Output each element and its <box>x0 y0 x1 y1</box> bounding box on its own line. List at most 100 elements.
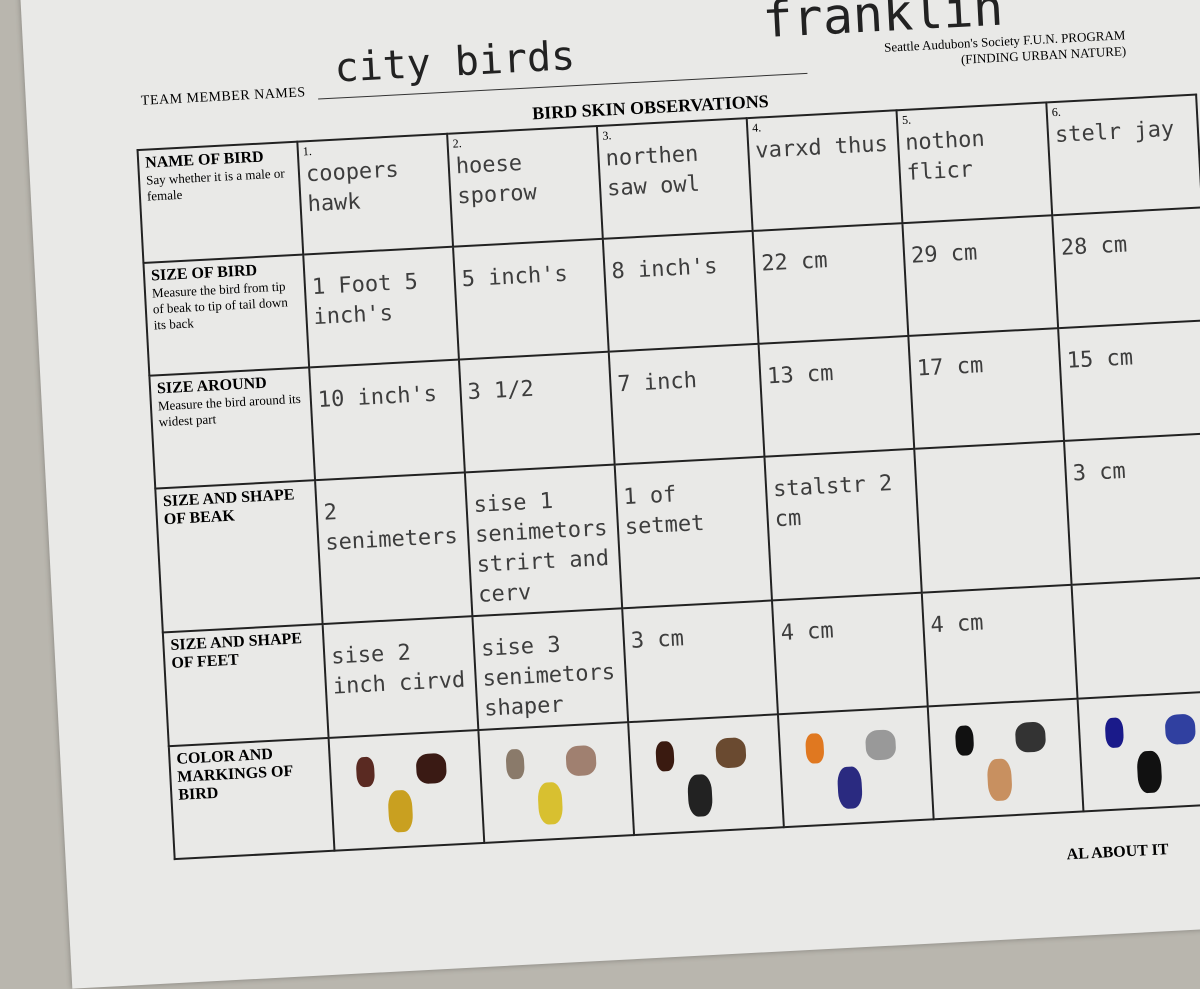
team-names: city birds <box>333 33 577 92</box>
table-cell: sise 1 senimetors strirt and cerv <box>464 464 623 617</box>
handwritten-entry: sise 3 senimetors shaper <box>480 632 616 722</box>
table-cell: 7 inch <box>608 343 765 465</box>
table-cell: 5 inch's <box>453 238 609 360</box>
handwritten-entry: 15 cm <box>1066 345 1134 374</box>
row-label: SIZE AND SHAPE OF FEET <box>162 624 329 747</box>
row-note: Measure the bird from tip of beak to tip… <box>151 278 289 333</box>
column-number: 2. <box>452 136 462 151</box>
page: {"header": {"team_label": "TEAM MEMBER N… <box>20 0 1200 989</box>
column-number: 5. <box>901 112 912 128</box>
table-cell <box>1077 690 1200 812</box>
row-label: SIZE OF BIRD Measure the bird from tip of… <box>143 254 310 376</box>
table-cell: 22 cm <box>752 223 909 344</box>
handwritten-entry: 7 inch <box>616 368 698 398</box>
table-cell: 3 cm <box>622 600 778 723</box>
color-sketch <box>805 732 825 764</box>
color-sketch <box>687 773 714 818</box>
handwritten-entry: 8 inch's <box>610 253 719 285</box>
handwritten-entry: 22 cm <box>760 248 829 277</box>
table-cell: 3 cm <box>1064 433 1200 585</box>
table-cell <box>777 706 934 828</box>
color-sketch <box>387 789 414 833</box>
color-sketch <box>836 766 863 810</box>
handwritten-entry: sise 1 senimetors strirt and cerv <box>472 488 610 608</box>
row-title: SIZE AND SHAPE OF FEET <box>170 630 303 672</box>
footer-fragment: AL ABOUT IT <box>1066 841 1169 864</box>
color-sketch <box>1104 717 1125 749</box>
table-cell: 1 Foot 5 inch's <box>303 246 459 368</box>
table-cell <box>927 698 1084 820</box>
row-title: SIZE AND SHAPE OF BEAK <box>162 486 295 529</box>
color-sketch <box>415 752 448 785</box>
handwritten-entry: nothon flicr <box>904 126 986 186</box>
team-label: TEAM MEMBER NAMES <box>140 85 307 109</box>
color-sketch <box>565 744 597 777</box>
color-sketch <box>655 740 675 772</box>
column-number: 4. <box>751 120 762 135</box>
column-number: 6. <box>1051 104 1062 120</box>
color-sketch <box>1164 713 1197 746</box>
table-cell: 10 inch's <box>309 359 465 481</box>
table-cell <box>478 722 635 843</box>
color-sketch <box>986 758 1013 802</box>
table-cell <box>914 440 1072 593</box>
handwritten-entry: 3 1/2 <box>467 376 535 406</box>
handwritten-entry: 13 cm <box>766 360 835 390</box>
handwritten-entry: 17 cm <box>916 353 984 382</box>
handwritten-entry: sise 2 inch cirvd <box>330 640 466 700</box>
color-sketch <box>505 748 525 780</box>
table-cell: stalstr 2 cm <box>764 448 922 601</box>
table-cell: 3 1/2 <box>458 351 615 473</box>
table-cell: sise 3 senimetors shaper <box>472 608 629 731</box>
color-sketch <box>1014 721 1047 753</box>
handwritten-entry: 10 inch's <box>317 381 438 413</box>
handwritten-entry: varxd thus <box>754 131 889 164</box>
table-cell: 29 cm <box>902 215 1059 336</box>
table-cell: 2 senimeters <box>315 472 473 625</box>
column-number: 1. <box>302 143 313 159</box>
handwritten-entry: 28 cm <box>1060 232 1128 261</box>
color-sketch <box>715 737 747 769</box>
table-cell: 5. nothon flicr <box>896 102 1053 224</box>
handwritten-entry: 2 senimeters <box>323 500 459 556</box>
handwritten-entry: coopers hawk <box>305 157 400 218</box>
handwritten-entry: 3 cm <box>1072 458 1127 487</box>
table-cell: 1. coopers hawk <box>297 133 454 255</box>
color-sketch <box>864 729 897 761</box>
row-title: COLOR AND MARKINGS OF BIRD <box>176 745 294 804</box>
table-cell: 28 cm <box>1052 207 1200 329</box>
handwritten-entry: 1 Foot 5 inch's <box>311 269 419 331</box>
table-cell: 13 cm <box>758 335 915 457</box>
row-label: SIZE AROUND Measure the bird around its w… <box>149 367 316 489</box>
handwritten-entry: 5 inch's <box>461 261 569 293</box>
color-sketch <box>355 756 376 788</box>
table-cell: 4. varxd thus <box>746 110 903 231</box>
table-cell: 3. northen saw owl <box>596 118 753 239</box>
table-cell: 1 of setmet <box>614 456 772 609</box>
table-cell <box>1071 576 1200 699</box>
color-sketch <box>954 725 975 757</box>
table-cell: 4 cm <box>921 584 1078 707</box>
handwritten-entry: northen saw owl <box>604 141 701 202</box>
row-label: SIZE AND SHAPE OF BEAK <box>155 480 323 633</box>
table-cell: 17 cm <box>908 328 1065 449</box>
table-cell: sise 2 inch cirvd <box>322 616 479 738</box>
observation-table: NAME OF BIRD Say whether it is a male or … <box>136 94 1200 861</box>
row-note: Say whether it is a male or female <box>145 165 285 204</box>
handwritten-entry: 4 cm <box>780 618 835 647</box>
table-cell: 4 cm <box>771 592 928 715</box>
row-note: Measure the bird around its widest part <box>157 390 302 430</box>
handwritten-entry: stelr jay <box>1054 116 1175 149</box>
worksheet: TEAM MEMBER NAMES city birds franklin Se… <box>20 0 1200 989</box>
handwritten-entry: 1 of setmet <box>622 482 705 541</box>
handwritten-entry: hoese sporow <box>455 150 538 210</box>
handwritten-entry: stalstr 2 cm <box>772 471 893 533</box>
table-cell: 6. stelr jay <box>1046 94 1200 216</box>
handwritten-entry: 3 cm <box>630 626 685 654</box>
column-number: 3. <box>602 128 612 143</box>
table-cell: 8 inch's <box>602 230 759 352</box>
table-cell: 15 cm <box>1058 320 1200 441</box>
row-label: COLOR AND MARKINGS OF BIRD <box>168 737 335 860</box>
color-sketch <box>537 781 564 825</box>
table-cell: 2. hoese sporow <box>447 125 603 247</box>
